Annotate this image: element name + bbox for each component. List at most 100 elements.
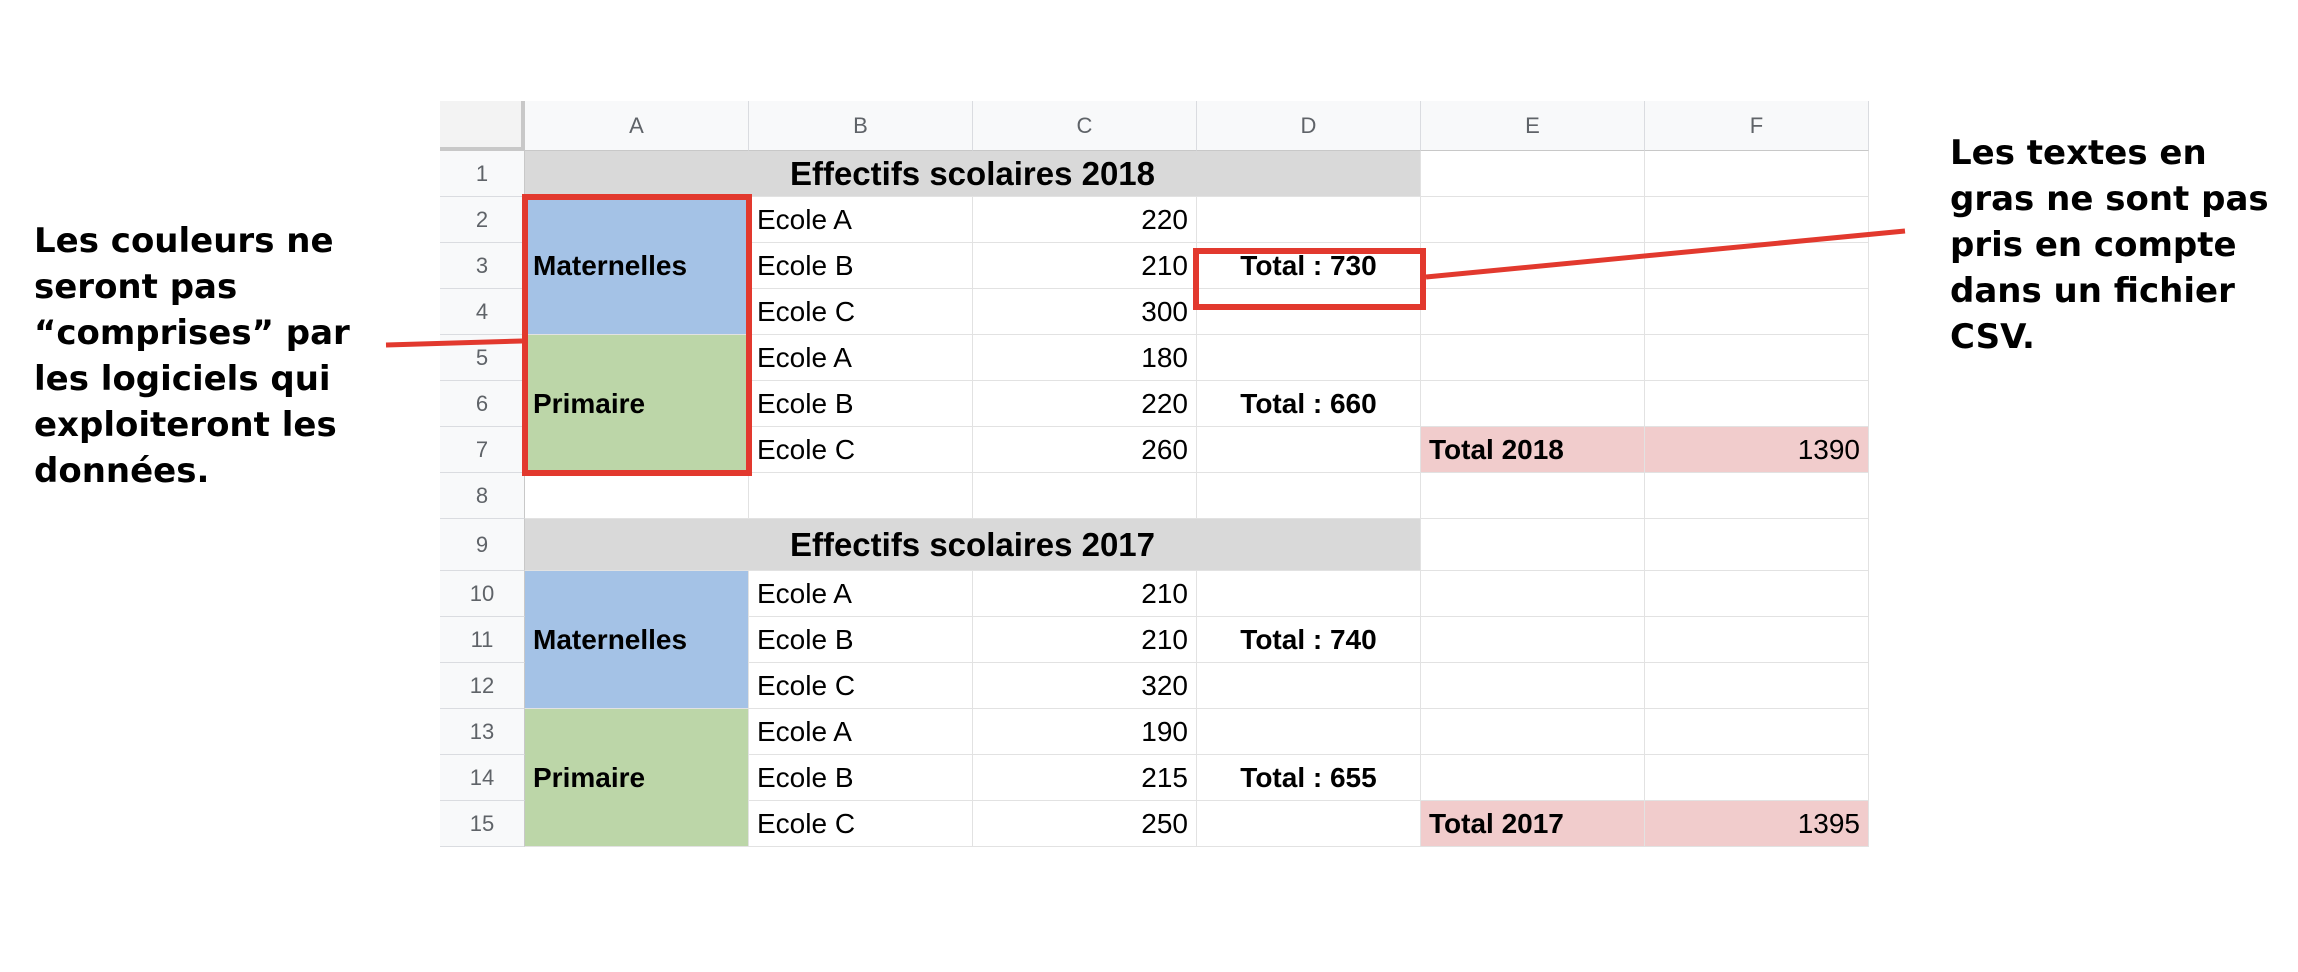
cell-f15-total-2017-value[interactable]: 1395 <box>1645 801 1869 847</box>
cell-f11[interactable] <box>1645 617 1869 663</box>
cell-d4[interactable] <box>1197 289 1421 335</box>
cell-a13-primaire[interactable]: Primaire <box>525 709 749 847</box>
annotation-left-colors: Les couleurs ne seront pas “comprises” p… <box>34 221 350 491</box>
column-header-a[interactable]: A <box>525 101 749 151</box>
cell-f3[interactable] <box>1645 243 1869 289</box>
cell-b6[interactable]: Ecole B <box>749 381 973 427</box>
row-header-5[interactable]: 5 <box>440 335 525 381</box>
cell-d12[interactable] <box>1197 663 1421 709</box>
cell-d14-total-primaire[interactable]: Total : 655 <box>1197 755 1421 801</box>
cell-f9[interactable] <box>1645 519 1869 571</box>
cell-b12[interactable]: Ecole C <box>749 663 973 709</box>
cell-b10[interactable]: Ecole A <box>749 571 973 617</box>
cell-d11-total-maternelles[interactable]: Total : 740 <box>1197 617 1421 663</box>
cell-b7[interactable]: Ecole C <box>749 427 973 473</box>
cell-c8[interactable] <box>973 473 1197 519</box>
cell-d13[interactable] <box>1197 709 1421 755</box>
cell-b13[interactable]: Ecole A <box>749 709 973 755</box>
cell-c5[interactable]: 180 <box>973 335 1197 381</box>
cell-e14[interactable] <box>1421 755 1645 801</box>
cell-e13[interactable] <box>1421 709 1645 755</box>
cell-f13[interactable] <box>1645 709 1869 755</box>
cell-f7-total-2018-value[interactable]: 1390 <box>1645 427 1869 473</box>
cell-f6[interactable] <box>1645 381 1869 427</box>
cell-b2[interactable]: Ecole A <box>749 197 973 243</box>
cell-b15[interactable]: Ecole C <box>749 801 973 847</box>
cell-f14[interactable] <box>1645 755 1869 801</box>
cell-d2[interactable] <box>1197 197 1421 243</box>
row-header-3[interactable]: 3 <box>440 243 525 289</box>
cell-e2[interactable] <box>1421 197 1645 243</box>
cell-b14[interactable]: Ecole B <box>749 755 973 801</box>
cell-e15-total-2017-label[interactable]: Total 2017 <box>1421 801 1645 847</box>
cell-c13[interactable]: 190 <box>973 709 1197 755</box>
cell-e1[interactable] <box>1421 151 1645 197</box>
title-2017-merged-cell[interactable]: Effectifs scolaires 2017 <box>525 519 1421 571</box>
cell-e12[interactable] <box>1421 663 1645 709</box>
cell-e11[interactable] <box>1421 617 1645 663</box>
cell-e5[interactable] <box>1421 335 1645 381</box>
cell-e9[interactable] <box>1421 519 1645 571</box>
row-header-12[interactable]: 12 <box>440 663 525 709</box>
cell-c10[interactable]: 210 <box>973 571 1197 617</box>
row-header-4[interactable]: 4 <box>440 289 525 335</box>
row-header-2[interactable]: 2 <box>440 197 525 243</box>
select-all-corner[interactable] <box>440 101 525 151</box>
cell-d3-total-maternelles[interactable]: Total : 730 <box>1197 243 1421 289</box>
cell-b3[interactable]: Ecole B <box>749 243 973 289</box>
cell-c3[interactable]: 210 <box>973 243 1197 289</box>
row-header-13[interactable]: 13 <box>440 709 525 755</box>
cell-d7[interactable] <box>1197 427 1421 473</box>
title-2018-merged-cell[interactable]: Effectifs scolaires 2018 <box>525 151 1421 197</box>
cell-c6[interactable]: 220 <box>973 381 1197 427</box>
row-header-8[interactable]: 8 <box>440 473 525 519</box>
cell-c7[interactable]: 260 <box>973 427 1197 473</box>
cell-f5[interactable] <box>1645 335 1869 381</box>
cell-d10[interactable] <box>1197 571 1421 617</box>
cell-b11[interactable]: Ecole B <box>749 617 973 663</box>
cell-f8[interactable] <box>1645 473 1869 519</box>
cell-d15[interactable] <box>1197 801 1421 847</box>
cell-d8[interactable] <box>1197 473 1421 519</box>
spreadsheet-grid: A B C D E F 1 2 3 4 5 6 7 8 9 10 11 12 1… <box>440 101 1872 865</box>
column-header-b[interactable]: B <box>749 101 973 151</box>
cell-e6[interactable] <box>1421 381 1645 427</box>
cell-d6-total-primaire[interactable]: Total : 660 <box>1197 381 1421 427</box>
cell-c11[interactable]: 210 <box>973 617 1197 663</box>
cell-c12[interactable]: 320 <box>973 663 1197 709</box>
cell-b8[interactable] <box>749 473 973 519</box>
cell-e4[interactable] <box>1421 289 1645 335</box>
cell-f1[interactable] <box>1645 151 1869 197</box>
cell-e8[interactable] <box>1421 473 1645 519</box>
cell-f4[interactable] <box>1645 289 1869 335</box>
column-header-d[interactable]: D <box>1197 101 1421 151</box>
cell-e10[interactable] <box>1421 571 1645 617</box>
cell-b4[interactable]: Ecole C <box>749 289 973 335</box>
cell-d5[interactable] <box>1197 335 1421 381</box>
cell-c4[interactable]: 300 <box>973 289 1197 335</box>
cell-f2[interactable] <box>1645 197 1869 243</box>
cell-e7-total-2018-label[interactable]: Total 2018 <box>1421 427 1645 473</box>
cell-b5[interactable]: Ecole A <box>749 335 973 381</box>
cell-c2[interactable]: 220 <box>973 197 1197 243</box>
row-header-14[interactable]: 14 <box>440 755 525 801</box>
row-header-11[interactable]: 11 <box>440 617 525 663</box>
cell-f12[interactable] <box>1645 663 1869 709</box>
row-header-15[interactable]: 15 <box>440 801 525 847</box>
row-header-6[interactable]: 6 <box>440 381 525 427</box>
cell-e3[interactable] <box>1421 243 1645 289</box>
cell-c14[interactable]: 215 <box>973 755 1197 801</box>
row-header-9[interactable]: 9 <box>440 519 525 571</box>
cell-a5-primaire[interactable]: Primaire <box>525 335 749 473</box>
row-header-10[interactable]: 10 <box>440 571 525 617</box>
cell-a2-maternelles[interactable]: Maternelles <box>525 197 749 335</box>
cell-a8[interactable] <box>525 473 749 519</box>
cell-c15[interactable]: 250 <box>973 801 1197 847</box>
row-header-1[interactable]: 1 <box>440 151 525 197</box>
row-header-7[interactable]: 7 <box>440 427 525 473</box>
column-header-f[interactable]: F <box>1645 101 1869 151</box>
column-header-e[interactable]: E <box>1421 101 1645 151</box>
cell-f10[interactable] <box>1645 571 1869 617</box>
column-header-c[interactable]: C <box>973 101 1197 151</box>
cell-a10-maternelles[interactable]: Maternelles <box>525 571 749 709</box>
